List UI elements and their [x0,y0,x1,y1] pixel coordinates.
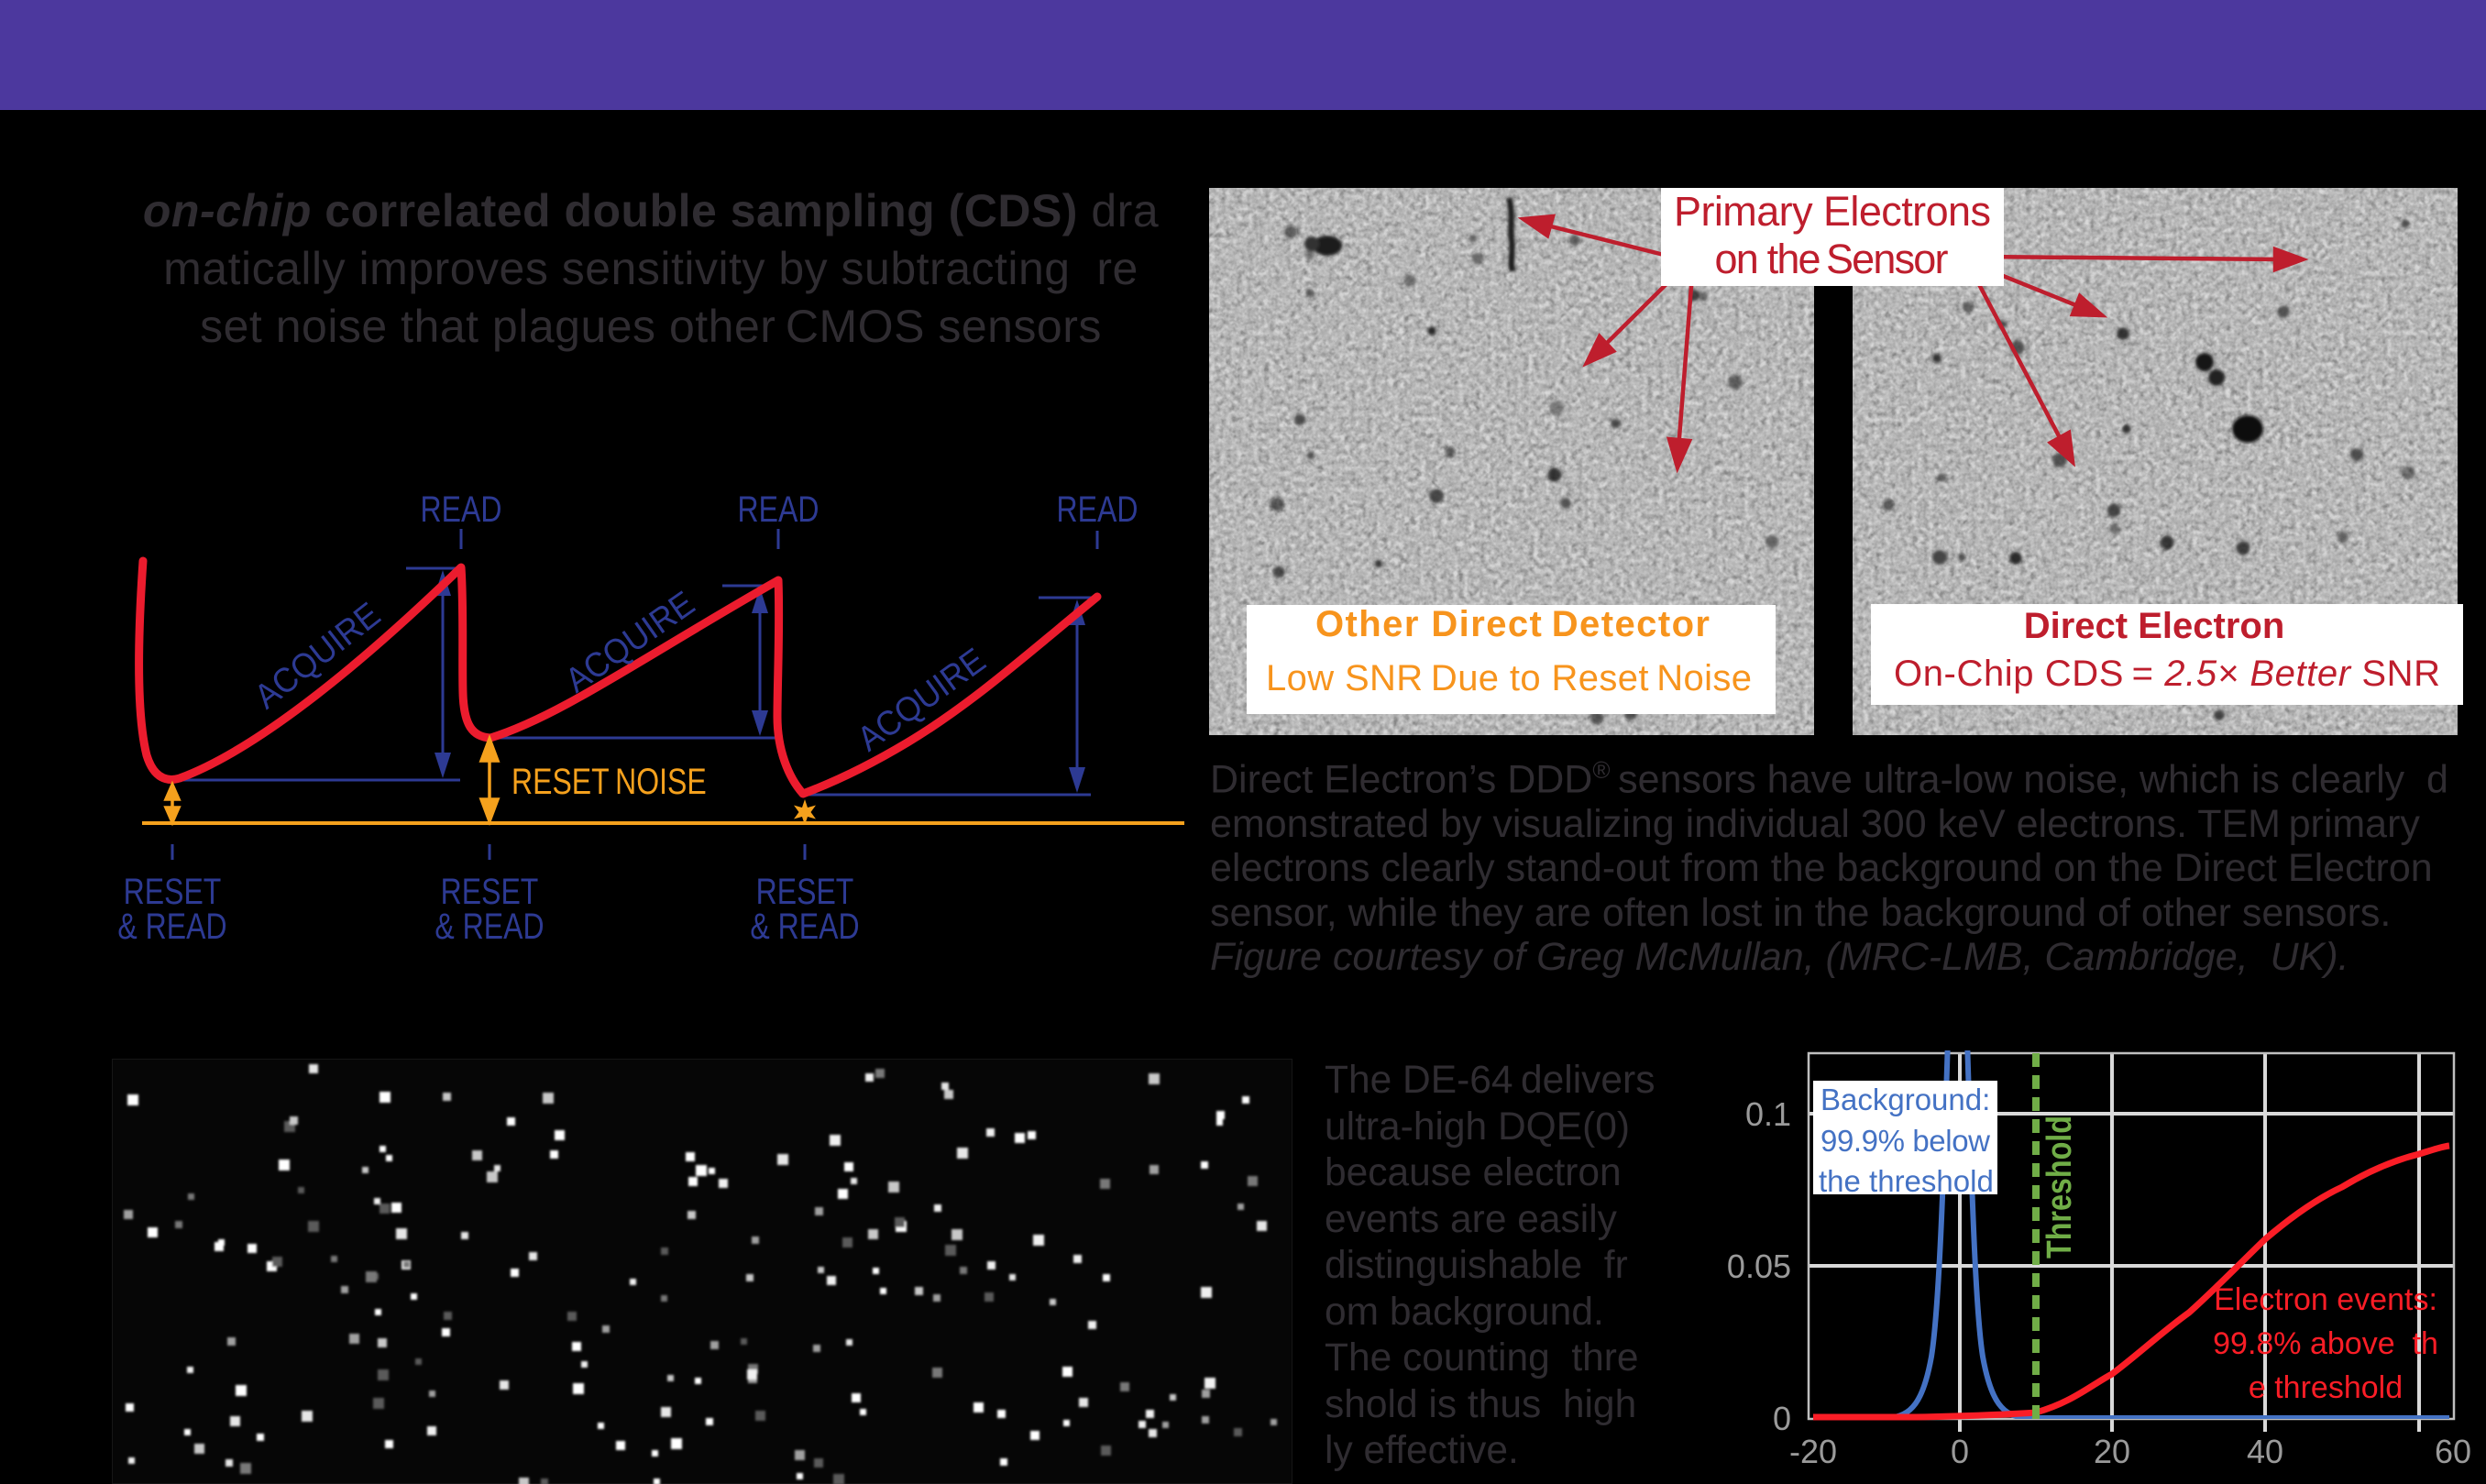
svg-text:Other Direct Detector: Other Direct Detector [1315,604,1710,644]
svg-text:READ: READ [421,489,502,530]
svg-text:e threshold: e threshold [2249,1370,2403,1405]
svg-text:Background:: Background: [1820,1083,1990,1116]
svg-text:& READ: & READ [117,906,226,947]
svg-text:99.9% below: 99.9% below [1820,1124,1990,1158]
svg-text:RESET: RESET [441,871,539,912]
svg-text:& READ: & READ [750,906,859,947]
svg-text:0: 0 [1951,1433,1969,1470]
svg-text:the threshold: the threshold [1819,1164,1994,1198]
svg-text:0: 0 [1773,1400,1791,1437]
svg-text:on the Sensor: on the Sensor [1715,236,1949,282]
svg-text:Direct Electron: Direct Electron [2024,606,2285,646]
svg-text:Threshold: Threshold [2040,1116,2079,1259]
svg-text:0.1: 0.1 [1745,1095,1791,1133]
svg-text:RESET NOISE: RESET NOISE [512,761,707,802]
svg-text:20: 20 [2094,1433,2130,1470]
svg-text:Low SNR Due to Reset Noise: Low SNR Due to Reset Noise [1266,658,1752,698]
svg-text:Electron events:: Electron events: [2214,1282,2437,1317]
svg-text:RESET: RESET [756,871,854,912]
svg-text:READ: READ [1057,489,1138,530]
svg-text:Primary Electrons: Primary Electrons [1674,188,1991,235]
svg-text:-20: -20 [1789,1433,1837,1470]
svg-text:0.05: 0.05 [1727,1248,1791,1285]
svg-text:On-Chip CDS = 2.5× Better SNR: On-Chip CDS = 2.5× Better SNR [1894,654,2440,694]
svg-text:RESET: RESET [124,871,222,912]
svg-text:99.8% above th: 99.8% above th [2213,1326,2438,1361]
svg-text:READ: READ [738,489,820,530]
svg-text:40: 40 [2247,1433,2283,1470]
svg-text:& READ: & READ [434,906,544,947]
svg-text:60: 60 [2435,1433,2471,1470]
